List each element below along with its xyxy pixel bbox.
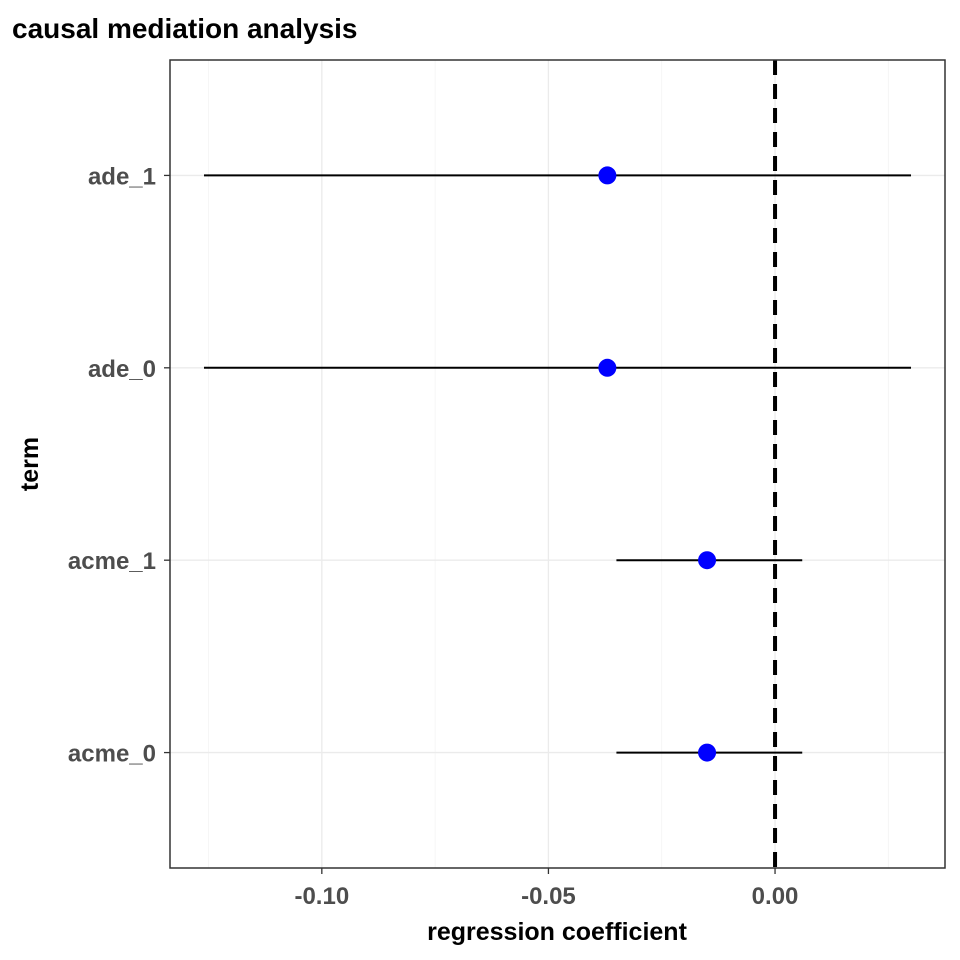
y-axis-title: term: [16, 437, 44, 491]
estimate-point-acme_0: [698, 743, 717, 762]
plot-panel: [169, 59, 946, 869]
estimate-point-ade_1: [598, 166, 617, 185]
estimate-points: [598, 166, 717, 762]
error-bars: [203, 174, 912, 754]
x-axis-title: regression coefficient: [427, 918, 687, 946]
y-tick-label-acme_1: acme_1: [68, 548, 156, 575]
x-tick-label-2: 0.00: [752, 883, 799, 910]
y-axis-tick-labels: ade_1 ade_0 acme_1 acme_0: [68, 163, 156, 767]
chart-title: causal mediation analysis: [12, 13, 358, 44]
y-tick-label-ade_1: ade_1: [88, 163, 156, 190]
grid: [170, 60, 945, 868]
y-tick-label-ade_0: ade_0: [88, 356, 156, 383]
y-tick-label-acme_0: acme_0: [68, 741, 156, 768]
estimate-point-acme_1: [698, 551, 717, 570]
estimate-point-ade_0: [598, 358, 617, 377]
x-axis-tick-labels: -0.10 -0.05 0.00: [294, 883, 798, 910]
x-tick-label-0: -0.10: [294, 883, 349, 910]
x-tick-label-1: -0.05: [521, 883, 576, 910]
axis-ticks: [164, 174, 776, 874]
